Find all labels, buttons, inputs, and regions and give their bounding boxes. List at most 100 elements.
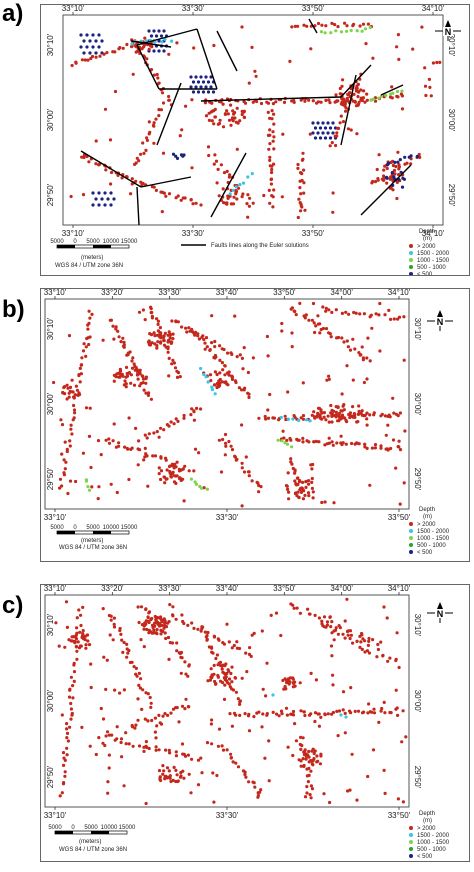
euler-solution-point: [216, 744, 220, 748]
euler-solution-point: [393, 160, 397, 164]
euler-solution-point: [269, 613, 273, 617]
euler-solution-point: [97, 45, 101, 49]
euler-solution-point: [297, 758, 301, 762]
panel-b-scale-bar: 5000 0 5000 10000 15000 (meters) WGS 84 / UT…: [50, 525, 138, 551]
euler-solution-point: [194, 85, 198, 89]
euler-solution-point: [162, 769, 166, 773]
euler-solution-point: [129, 373, 133, 377]
euler-solution-point: [343, 731, 347, 735]
euler-solution-point: [300, 743, 304, 748]
euler-solution-point: [265, 100, 269, 104]
euler-solution-point: [115, 737, 119, 741]
euler-solution-point: [301, 757, 305, 761]
euler-solution-point: [194, 75, 198, 79]
euler-solution-point: [344, 442, 348, 446]
euler-solution-point: [366, 22, 370, 26]
euler-solution-point: [328, 101, 332, 105]
euler-solution-point: [403, 155, 407, 159]
euler-solution-point: [103, 191, 107, 195]
euler-solution-point: [219, 163, 223, 167]
euler-solution-point: [285, 713, 289, 717]
euler-solution-point: [212, 162, 216, 166]
euler-solution-point: [240, 25, 244, 29]
panel-a-scale-unit: (meters): [81, 255, 103, 261]
euler-solution-point: [183, 660, 187, 664]
euler-solution-point: [210, 101, 214, 105]
euler-solution-point: [109, 618, 113, 622]
euler-solution-point: [139, 677, 143, 681]
euler-solution-point: [74, 479, 78, 484]
euler-solution-point: [87, 160, 91, 164]
euler-solution-point: [366, 711, 370, 715]
euler-solution-point: [301, 480, 305, 484]
euler-solution-point: [217, 121, 222, 126]
euler-solution-point: [71, 696, 75, 700]
euler-solution-point: [212, 663, 216, 667]
euler-solution-point: [157, 472, 161, 476]
euler-solution-point: [383, 313, 387, 317]
euler-solution-point: [183, 754, 188, 758]
euler-solution-point: [112, 616, 116, 620]
euler-solution-point: [204, 336, 209, 340]
euler-solution-point: [320, 411, 324, 415]
euler-solution-point: [230, 680, 234, 684]
euler-solution-point: [152, 431, 156, 435]
euler-solution-point: [152, 49, 156, 53]
top-tick-label: 33°10': [44, 289, 67, 297]
euler-solution-point: [227, 175, 231, 179]
euler-solution-point: [371, 179, 375, 184]
euler-solution-point: [125, 655, 129, 659]
euler-solution-point: [286, 745, 290, 749]
euler-solution-point: [229, 756, 233, 760]
euler-solution-point: [341, 632, 345, 636]
euler-solution-point: [134, 723, 138, 727]
euler-solution-point: [314, 678, 318, 682]
euler-solution-point: [146, 340, 151, 344]
euler-solution-point: [112, 422, 116, 426]
euler-solution-point: [132, 665, 136, 669]
euler-solution-point: [404, 735, 408, 739]
euler-solution-point: [169, 475, 173, 479]
euler-solution-point: [330, 620, 334, 624]
euler-solution-point: [324, 24, 328, 28]
euler-solution-point: [287, 679, 291, 683]
euler-solution-point: [215, 381, 220, 385]
euler-solution-point: [81, 629, 85, 633]
euler-solution-point: [140, 182, 144, 186]
euler-solution-point: [274, 611, 279, 615]
euler-solution-point: [160, 40, 164, 44]
euler-solution-point: [316, 759, 320, 763]
euler-solution-point: [62, 473, 66, 477]
euler-solution-point: [320, 619, 324, 623]
euler-solution-point: [382, 700, 386, 704]
euler-solution-point: [160, 91, 165, 95]
euler-solution-point: [331, 121, 335, 125]
euler-solution-point: [179, 153, 184, 157]
euler-solution-point: [309, 769, 313, 773]
euler-solution-point: [316, 21, 321, 26]
left-tick-label: 29°50': [46, 183, 55, 206]
euler-solution-point: [153, 624, 157, 628]
euler-solution-point: [396, 797, 400, 801]
euler-solution-point: [64, 600, 69, 604]
euler-solution-point: [166, 333, 170, 337]
euler-solution-point: [129, 192, 133, 196]
euler-solution-point: [289, 457, 293, 461]
euler-solution-point: [346, 629, 350, 633]
euler-solution-point: [117, 444, 121, 448]
bottom-tick-label: 33°10': [44, 513, 67, 522]
euler-solution-point: [382, 178, 386, 182]
euler-solution-point: [193, 333, 197, 337]
top-tick-label: 33°10': [62, 5, 85, 13]
euler-solution-point: [118, 375, 122, 379]
euler-solution-point: [365, 377, 369, 381]
euler-solution-point: [282, 436, 286, 440]
euler-solution-point: [327, 420, 331, 424]
euler-solution-point: [112, 625, 117, 629]
euler-solution-point: [362, 380, 366, 385]
euler-solution-point: [241, 192, 245, 196]
euler-solution-point: [335, 131, 339, 135]
euler-solution-point: [130, 723, 134, 728]
euler-solution-point: [233, 379, 238, 383]
